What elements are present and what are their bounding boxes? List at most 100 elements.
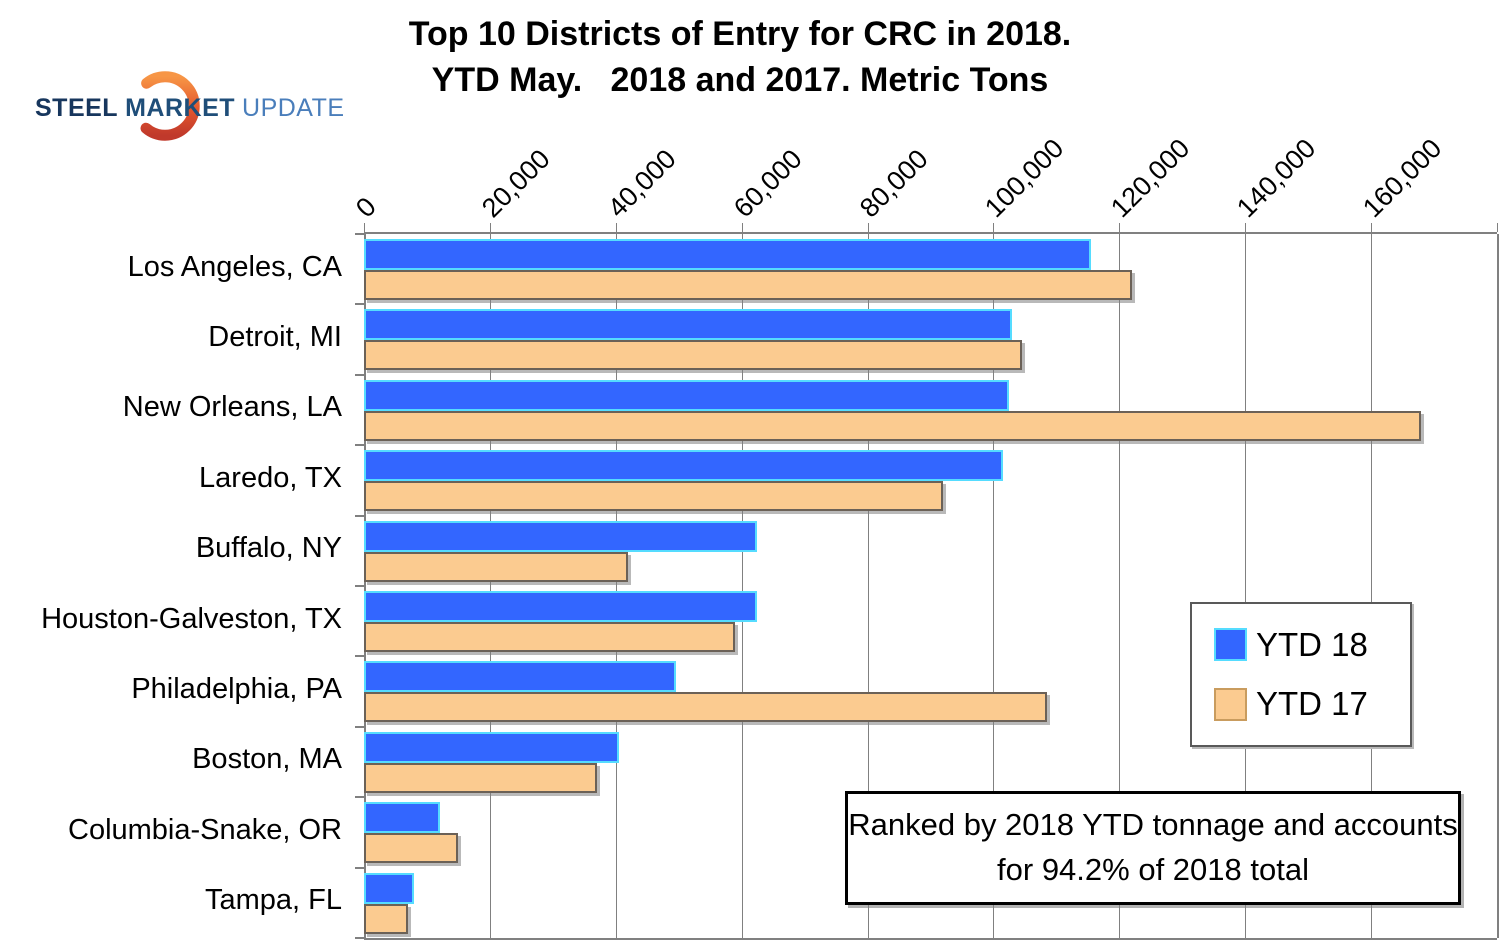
x-axis-tick-label: 100,000 [979, 133, 1070, 224]
x-axis-tick-label: 40,000 [601, 143, 682, 224]
x-axis-tick-labels: 0 20,000 40,000 60,000 80,000 100,000 120,000 1… [350, 0, 1504, 230]
x-axis-tick-label: 160,000 [1357, 133, 1448, 224]
gridline [364, 234, 366, 938]
logo-word-steel: STEEL [35, 94, 119, 122]
x-axis-tick [1371, 223, 1373, 232]
x-axis-tick [741, 223, 743, 232]
y-axis-tick [355, 725, 364, 728]
bar-row [364, 656, 1497, 726]
x-axis-tick-label: 60,000 [727, 143, 808, 224]
chart-title-line2: YTD May. 2018 and 2017. Metric Tons [431, 60, 1049, 99]
bar-ytd17 [364, 762, 597, 793]
legend-label: YTD 18 [1256, 625, 1368, 663]
y-axis-tick [355, 233, 364, 235]
bar-ytd17 [364, 270, 1132, 300]
bar-row [364, 375, 1497, 445]
legend-box: YTD 18 YTD 17 [1190, 602, 1412, 747]
category-label: Houston-Galveston, TX [41, 602, 342, 635]
x-axis-tick [364, 223, 365, 232]
x-axis-tick [489, 223, 491, 232]
bar-ytd18 [364, 802, 440, 834]
legend-item: YTD 17 [1214, 685, 1410, 723]
bar-ytd17 [364, 622, 736, 652]
x-axis-tick-label: 120,000 [1105, 133, 1196, 224]
gridline [993, 234, 995, 938]
plot-area [355, 223, 1499, 940]
x-axis-tick [1245, 223, 1247, 232]
x-axis-tick [867, 223, 869, 232]
y-axis-tick [355, 514, 364, 517]
x-axis-tick [1119, 223, 1121, 232]
category-label: Los Angeles, CA [127, 250, 342, 283]
bar-ytd17 [364, 410, 1422, 441]
bar-ytd18 [364, 520, 758, 552]
bar-ytd17 [364, 340, 1022, 371]
x-axis-tick-label: 140,000 [1231, 133, 1322, 224]
x-axis-tick-label: 0 [350, 191, 382, 224]
bar-ytd18 [364, 872, 415, 904]
annotation-box: Ranked by 2018 YTD tonnage and accounts … [845, 791, 1461, 905]
bar-ytd17 [364, 481, 944, 512]
gridline [741, 234, 743, 938]
x-axis-tick-label: 80,000 [853, 143, 934, 224]
category-label: Detroit, MI [208, 321, 342, 354]
y-axis-tick [355, 303, 364, 306]
y-axis-tick [355, 444, 364, 447]
bar-ytd18 [364, 239, 1091, 270]
gridline [1245, 234, 1247, 938]
bar-row [364, 727, 1497, 797]
legend-label: YTD 17 [1256, 685, 1368, 723]
y-axis-tick [355, 796, 364, 799]
category-label: Tampa, FL [205, 884, 342, 917]
category-label: Boston, MA [192, 743, 342, 776]
logo-text: STEEL MARKET UPDATE [35, 94, 345, 123]
x-axis-tick [1497, 223, 1498, 232]
legend-swatch-icon [1214, 628, 1247, 662]
bar-ytd18 [364, 661, 676, 693]
x-axis-tick [615, 223, 617, 232]
y-axis-tick [355, 937, 364, 939]
y-axis-category-labels: Los Angeles, CA Detroit, MI New Orleans, L… [0, 232, 350, 936]
y-axis-tick [355, 866, 364, 869]
x-axis-tick [993, 223, 995, 232]
legend-swatch-icon [1214, 687, 1247, 721]
category-label: Buffalo, NY [195, 532, 342, 565]
bar-ytd18 [364, 591, 758, 622]
chart-title-line1: Top 10 Districts of Entry for CRC in 201… [408, 15, 1072, 53]
gridline [1119, 234, 1121, 938]
bar-row [364, 304, 1497, 374]
bar-row [364, 445, 1497, 515]
logo-word-market: MARKET [125, 94, 236, 122]
bar-ytd17 [364, 551, 629, 582]
gridline [615, 234, 617, 938]
category-label: Columbia-Snake, OR [68, 813, 342, 846]
bar-row [364, 516, 1497, 586]
bar-ytd18 [364, 379, 1010, 411]
y-axis-tick [355, 655, 364, 658]
gridline [1371, 234, 1373, 938]
bar-row [364, 586, 1497, 656]
steel-market-update-logo: STEEL MARKET UPDATE [35, 71, 344, 142]
bar-row [364, 234, 1497, 304]
legend-item: YTD 18 [1214, 626, 1410, 664]
y-axis-tick [355, 373, 364, 376]
gridline [867, 234, 869, 938]
bar-ytd17 [364, 833, 459, 864]
annotation-text: Ranked by 2018 YTD tonnage and accounts … [848, 807, 1458, 887]
bar-ytd17 [364, 903, 409, 934]
bar-ytd18 [364, 309, 1013, 341]
bar-ytd18 [364, 731, 619, 763]
gridline [489, 234, 491, 938]
logo-word-update: UPDATE [242, 94, 345, 122]
category-label: New Orleans, LA [122, 391, 342, 424]
gridline [1497, 234, 1499, 938]
category-label: Laredo, TX [199, 461, 342, 494]
logo-crescent-icon [130, 71, 200, 141]
bar-row [364, 868, 1497, 938]
y-axis-tick [355, 585, 364, 587]
bar-row [364, 797, 1497, 867]
chart-title: Top 10 Districts of Entry for CRC in 201… [330, 12, 1150, 104]
bar-ytd18 [364, 450, 1003, 482]
x-axis-tick-label: 20,000 [475, 143, 556, 224]
